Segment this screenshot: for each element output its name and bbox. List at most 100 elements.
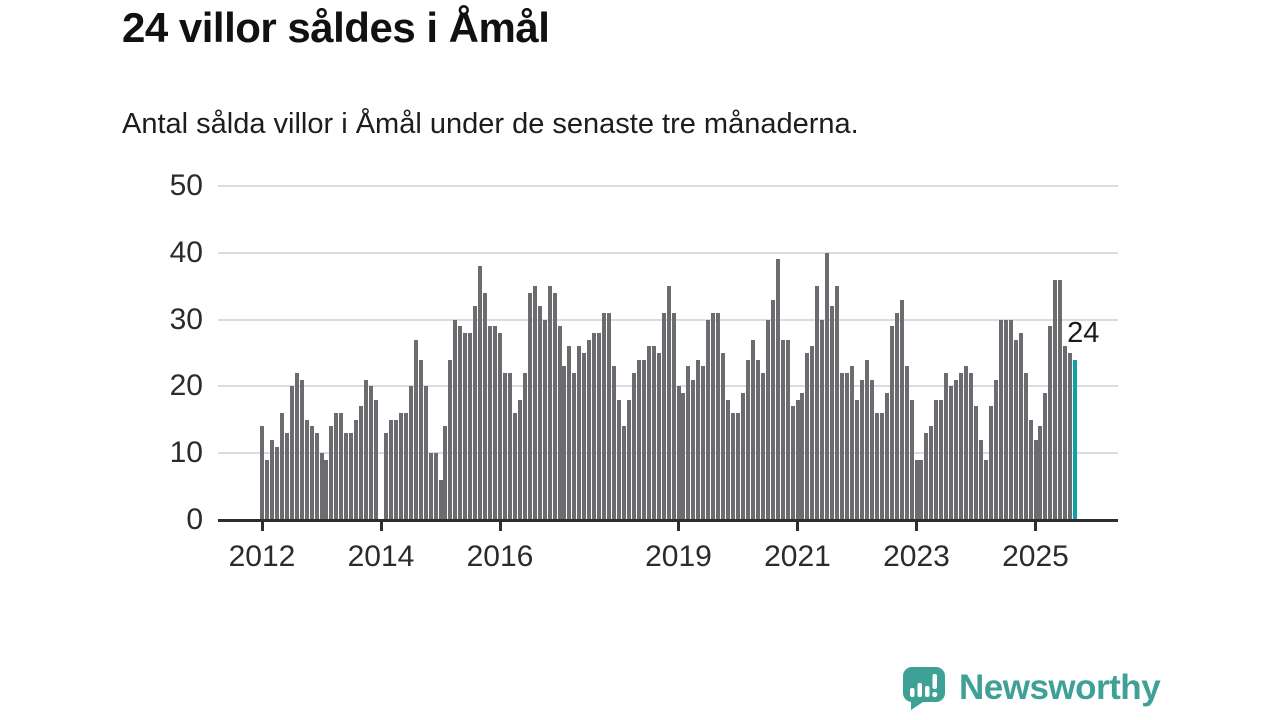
x-axis-tick — [915, 521, 918, 531]
bar — [974, 406, 978, 520]
bar — [884, 393, 889, 520]
bar — [413, 339, 418, 520]
bar — [904, 366, 909, 520]
bar — [354, 419, 359, 520]
bar — [914, 459, 919, 520]
bar — [542, 319, 547, 520]
bar — [582, 353, 587, 520]
bar — [983, 459, 988, 520]
bar — [473, 306, 478, 520]
bar — [879, 413, 884, 520]
bar — [587, 339, 592, 520]
bar — [403, 413, 408, 520]
bar — [1013, 339, 1018, 520]
bar — [835, 286, 840, 520]
bar — [562, 366, 567, 520]
bar — [279, 413, 284, 520]
bar — [408, 386, 413, 520]
bar — [820, 319, 825, 520]
bar — [969, 373, 974, 520]
x-axis-line — [218, 518, 1118, 522]
bar — [314, 433, 319, 520]
bar — [686, 366, 691, 520]
bar — [894, 312, 899, 520]
bar — [711, 312, 716, 520]
bar — [1018, 332, 1023, 520]
bar — [964, 366, 969, 520]
x-axis-tick — [260, 521, 264, 531]
bar — [438, 479, 443, 520]
bar — [597, 332, 602, 520]
bar — [681, 393, 686, 520]
bar — [696, 359, 701, 520]
bar — [944, 373, 949, 520]
bar — [592, 332, 597, 520]
bar — [775, 259, 780, 520]
bar — [810, 346, 815, 520]
bar — [567, 346, 572, 520]
bar — [919, 459, 924, 520]
bar — [468, 332, 473, 520]
x-axis-label: 2012 — [228, 540, 296, 573]
bar — [815, 286, 820, 520]
bar — [502, 373, 507, 520]
bar — [304, 419, 309, 520]
bar — [463, 332, 468, 520]
bar — [731, 413, 736, 520]
bar — [522, 373, 527, 520]
bar — [329, 426, 334, 520]
bar — [423, 386, 428, 520]
bar — [621, 426, 626, 520]
x-axis-label: 2016 — [466, 540, 534, 573]
bar — [428, 453, 433, 520]
bar — [691, 379, 696, 520]
bar — [478, 266, 483, 520]
bar — [537, 306, 542, 520]
value-callout-label: 24 — [1067, 317, 1100, 349]
bar — [517, 399, 522, 520]
bar — [825, 252, 830, 520]
bar — [383, 433, 388, 520]
bar — [661, 312, 666, 520]
bar — [626, 399, 631, 520]
bar — [398, 413, 403, 520]
bar — [959, 373, 964, 520]
bar — [547, 286, 552, 520]
bar — [572, 373, 577, 520]
page-title: 24 villor såldes i Åmål — [122, 4, 550, 51]
bar — [418, 359, 423, 520]
bar — [527, 292, 532, 520]
bar — [631, 373, 636, 520]
bar — [294, 373, 299, 520]
bar — [507, 373, 512, 520]
bar — [612, 366, 617, 520]
bar — [1033, 439, 1038, 520]
bar — [656, 353, 661, 520]
bar — [716, 312, 721, 520]
bar — [641, 359, 646, 520]
bar — [488, 326, 493, 520]
bar — [433, 453, 438, 520]
gridline-40 — [218, 251, 1118, 254]
bar — [864, 359, 869, 520]
bar — [795, 399, 800, 520]
bar — [850, 366, 855, 520]
y-axis-label: 10 — [169, 436, 203, 470]
bar — [319, 453, 324, 520]
bar — [636, 359, 641, 520]
y-axis-label: 0 — [186, 503, 203, 536]
bar — [889, 326, 894, 520]
bar — [1028, 419, 1033, 520]
bar — [924, 433, 929, 520]
bar — [493, 326, 498, 520]
bar — [978, 439, 983, 520]
bar — [453, 319, 458, 520]
bar — [260, 426, 264, 520]
x-axis-tick — [1034, 521, 1037, 531]
bar — [602, 312, 607, 520]
bar — [939, 399, 944, 520]
bar — [646, 346, 651, 520]
bar — [443, 426, 448, 520]
bar — [334, 413, 339, 520]
bar — [264, 459, 269, 520]
